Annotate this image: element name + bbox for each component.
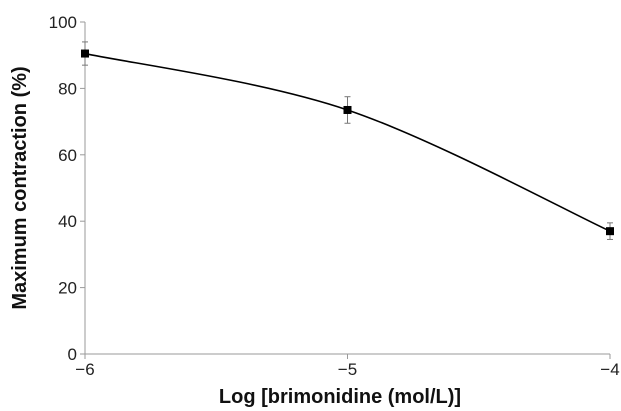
y-tick-label: 100 bbox=[49, 13, 77, 32]
y-tick-label: 20 bbox=[58, 279, 77, 298]
x-axis: −6 −5 −4 bbox=[75, 353, 620, 379]
x-axis-title: Log [brimonidine (mol/L)] bbox=[219, 386, 461, 408]
data-markers bbox=[81, 49, 614, 236]
data-point bbox=[343, 105, 352, 114]
y-axis: 0 20 40 60 80 100 bbox=[49, 13, 86, 364]
error-bars bbox=[82, 41, 613, 240]
y-tick-label: 40 bbox=[58, 212, 77, 231]
y-tick-label: 80 bbox=[58, 79, 77, 98]
series-line bbox=[84, 52, 611, 232]
y-tick-label: 0 bbox=[68, 345, 77, 364]
data-point bbox=[606, 227, 614, 236]
data-point bbox=[81, 49, 89, 58]
y-axis-title: Maximum contraction (%) bbox=[9, 66, 31, 309]
x-tick-label: −4 bbox=[600, 360, 619, 379]
x-tick-label: −6 bbox=[75, 360, 94, 379]
series-lines bbox=[84, 52, 611, 232]
x-tick-label: −5 bbox=[338, 360, 357, 379]
y-tick-label: 60 bbox=[58, 146, 77, 165]
